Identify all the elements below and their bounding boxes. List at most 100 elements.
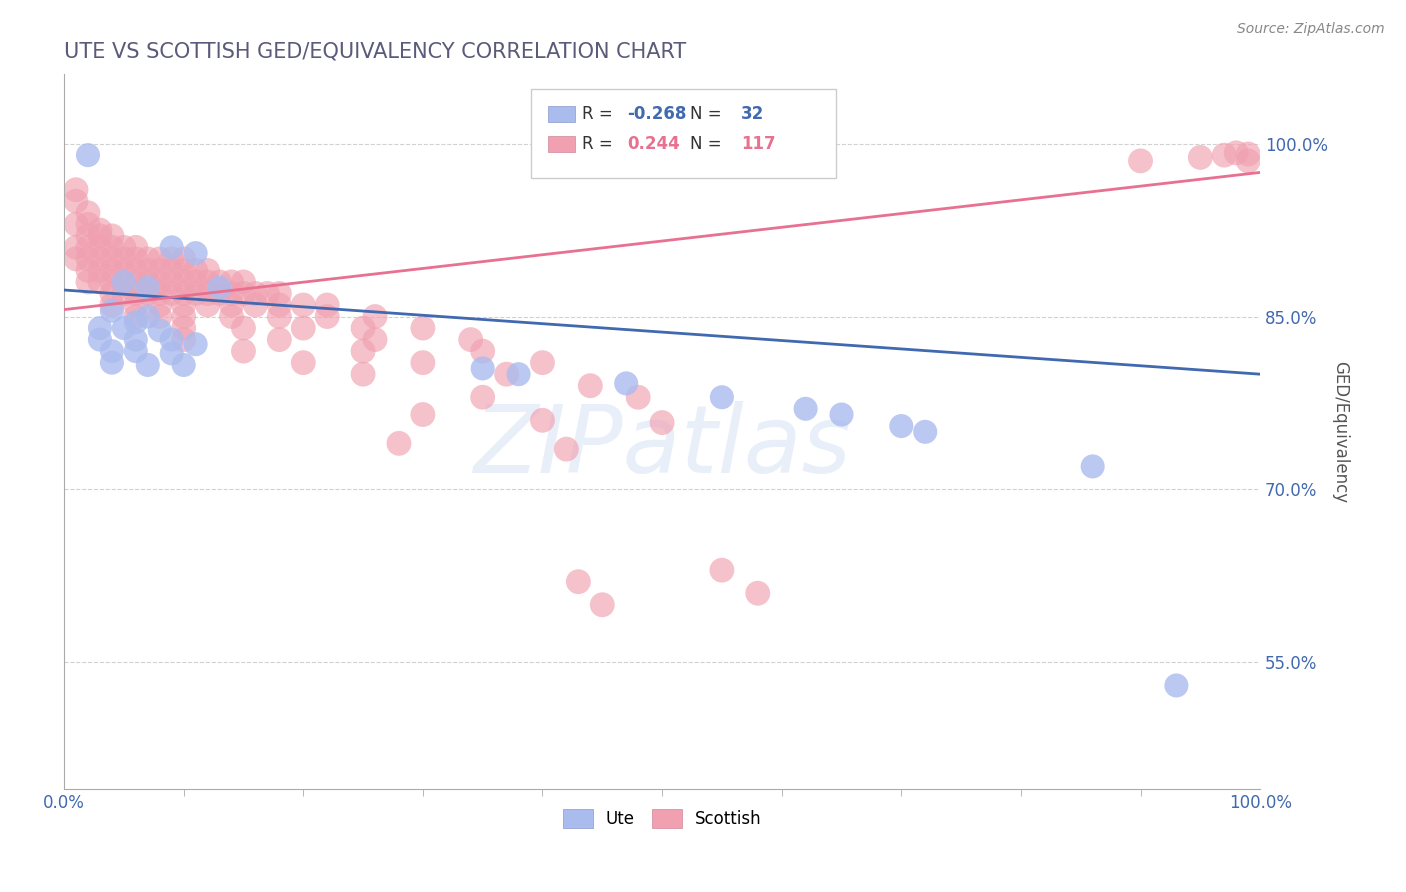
Scottish [173, 298, 195, 312]
Scottish [149, 286, 172, 301]
Ute [89, 321, 111, 335]
Ute [125, 315, 148, 329]
Ute [101, 344, 124, 359]
Scottish [292, 321, 315, 335]
Scottish [1237, 153, 1260, 168]
Y-axis label: GED/Equivalency: GED/Equivalency [1331, 360, 1348, 503]
Scottish [89, 240, 111, 254]
Scottish [65, 194, 87, 209]
Ute [173, 358, 195, 372]
Scottish [136, 263, 159, 277]
Scottish [173, 263, 195, 277]
Text: ZIPatlas: ZIPatlas [474, 401, 851, 491]
Scottish [112, 286, 135, 301]
Scottish [125, 310, 148, 324]
Scottish [125, 240, 148, 254]
Ute [794, 401, 817, 416]
Scottish [221, 275, 243, 289]
Scottish [352, 344, 374, 359]
Scottish [197, 286, 219, 301]
Scottish [112, 263, 135, 277]
Scottish [1225, 145, 1247, 160]
Ute [101, 303, 124, 318]
Ute [125, 344, 148, 359]
Scottish [112, 252, 135, 266]
Text: R =: R = [582, 104, 619, 123]
Scottish [136, 252, 159, 266]
Scottish [197, 263, 219, 277]
Scottish [388, 436, 411, 450]
Scottish [125, 286, 148, 301]
Scottish [101, 286, 124, 301]
Scottish [269, 286, 291, 301]
Scottish [149, 298, 172, 312]
Scottish [460, 333, 482, 347]
FancyBboxPatch shape [548, 136, 575, 152]
Scottish [245, 286, 267, 301]
Scottish [184, 286, 207, 301]
Scottish [149, 252, 172, 266]
Text: R =: R = [582, 135, 619, 153]
Text: -0.268: -0.268 [627, 104, 686, 123]
FancyBboxPatch shape [548, 106, 575, 121]
Scottish [101, 240, 124, 254]
Ute [136, 310, 159, 324]
Scottish [471, 390, 494, 404]
Ute [184, 246, 207, 260]
Scottish [89, 263, 111, 277]
Scottish [316, 298, 339, 312]
Ute [136, 358, 159, 372]
Text: N =: N = [689, 135, 727, 153]
Ute [1166, 678, 1188, 692]
Ute [160, 240, 183, 254]
Scottish [77, 240, 100, 254]
Scottish [269, 298, 291, 312]
Scottish [149, 275, 172, 289]
Scottish [160, 252, 183, 266]
Scottish [221, 298, 243, 312]
Ute [125, 333, 148, 347]
Scottish [149, 310, 172, 324]
Scottish [232, 275, 254, 289]
Ute [112, 321, 135, 335]
Scottish [412, 356, 434, 370]
Scottish [125, 252, 148, 266]
Scottish [136, 286, 159, 301]
Scottish [197, 298, 219, 312]
Scottish [579, 378, 602, 392]
Scottish [89, 275, 111, 289]
Scottish [184, 275, 207, 289]
Scottish [65, 240, 87, 254]
Scottish [1237, 147, 1260, 161]
FancyBboxPatch shape [530, 88, 835, 178]
Text: 32: 32 [741, 104, 765, 123]
Text: 117: 117 [741, 135, 776, 153]
Scottish [316, 310, 339, 324]
Scottish [471, 344, 494, 359]
Ute [890, 419, 912, 434]
Ute [471, 361, 494, 376]
Scottish [256, 286, 278, 301]
Scottish [555, 442, 578, 456]
Scottish [160, 275, 183, 289]
Scottish [245, 298, 267, 312]
Scottish [232, 344, 254, 359]
Scottish [364, 310, 387, 324]
Scottish [112, 275, 135, 289]
Scottish [1213, 148, 1236, 162]
Scottish [89, 223, 111, 237]
Scottish [412, 408, 434, 422]
Scottish [747, 586, 769, 600]
Text: UTE VS SCOTTISH GED/EQUIVALENCY CORRELATION CHART: UTE VS SCOTTISH GED/EQUIVALENCY CORRELAT… [65, 42, 686, 62]
Scottish [651, 416, 673, 430]
Scottish [184, 263, 207, 277]
Text: N =: N = [689, 104, 727, 123]
Scottish [221, 286, 243, 301]
Ute [89, 333, 111, 347]
Scottish [125, 275, 148, 289]
Scottish [112, 240, 135, 254]
Scottish [160, 286, 183, 301]
Scottish [65, 252, 87, 266]
Scottish [77, 228, 100, 243]
Scottish [531, 356, 554, 370]
